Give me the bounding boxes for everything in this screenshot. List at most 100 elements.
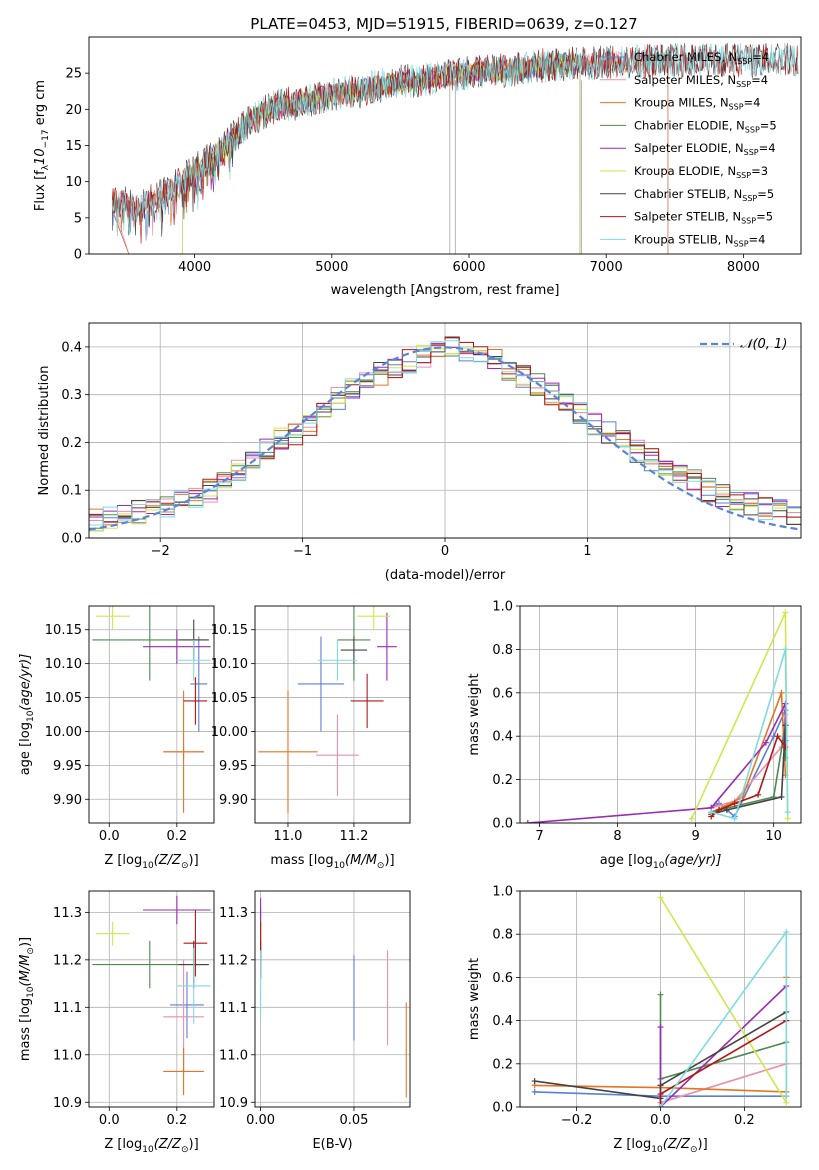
weights-vs-Z-panel: −0.2 0.0 0.2 0.0 0.2 0.4 0.6 0.8 1.0 Z [log10(Z/Z… [467,885,802,1155]
weights-vs-age-xtick-label: 10 [765,829,782,844]
age-vs-Z-xtick-label: 0.2 [166,829,187,844]
spectrum-panel: 4000 5000 6000 7000 8000 0 5 10 15 20 25 Chabrier M… [33,36,802,298]
residuals-xtick-label: 0 [441,544,449,559]
weight-marker [782,646,789,653]
weight-line [710,649,789,820]
residuals-xtick-label: −2 [151,544,170,559]
weight-marker [778,793,785,800]
weights-vs-age-xtick-label: 9 [691,829,699,844]
weight-marker [783,929,790,936]
weights-vs-Z-xtick-label: 0.2 [734,1113,755,1128]
mass-vs-EBV-xtick-label: 0.05 [339,1113,368,1128]
weights-vs-age-ytick-label: 0.2 [492,773,513,788]
weight-marker [784,809,791,816]
spectrum-ytick-label: 5 [74,211,82,226]
weights-vs-age-ytick-label: 1.0 [492,600,513,615]
legend-label: Kroupa ELODIE, NSSP=3 [634,164,768,180]
age-vs-mass-xtick-label: 11.0 [274,829,303,844]
normal-legend-label: 𝒩(0, 1) [740,337,787,352]
weight-line [659,994,787,1080]
residuals-ytick-label: 0.1 [61,484,82,499]
age-vs-Z-xtick-label: 0.0 [99,829,120,844]
weights-vs-Z-xtick-label: −0.2 [561,1113,593,1128]
weights-vs-age-frame [519,605,802,824]
weight-marker [708,809,715,816]
legend-label: Salpeter STELIB, NSSP=5 [634,210,773,226]
weight-marker [778,689,785,696]
weight-marker [657,1091,664,1098]
weight-marker [723,806,730,813]
weights-vs-Z-frame [519,890,802,1108]
mass-vs-EBV-plot-area [260,898,407,1098]
weight-marker [657,1104,664,1107]
weight-marker [657,1024,664,1031]
mass-vs-EBV-ytick-label: 10.9 [219,1096,248,1111]
weights-vs-Z-xlabel: Z [log10(Z/Z⊙)] [613,1137,707,1155]
age-vs-Z-ytick-label: 10.10 [45,657,82,672]
weights-vs-Z-ytick-label: 0.8 [492,928,513,943]
mass-vs-EBV-frame [254,890,411,1108]
age-vs-mass-ytick-label: 10.00 [211,725,248,740]
mass-vs-EBV-xlabel: E(B-V) [312,1137,352,1152]
spectrum-ytick-label: 0 [74,248,82,263]
weight-marker [782,609,789,616]
spectrum-xtick-label: 4000 [178,260,211,275]
spectrum-ytick-label: 20 [65,103,82,118]
spectrum-xtick-label: 7000 [590,260,623,275]
weights-vs-age-panel: 7 8 9 10 0.0 0.2 0.4 0.6 0.8 1.0 age [log10(age/yr… [467,600,802,871]
weights-vs-age-xtick-label: 8 [613,829,621,844]
age-vs-Z-ytick-label: 10.15 [45,623,82,638]
figure-title: PLATE=0453, MJD=51915, FIBERID=0639, z=0… [250,15,637,33]
weights-vs-Z-plot-area [531,894,790,1107]
weight-line [710,734,787,818]
weights-vs-Z-ytick-label: 0.0 [492,1101,513,1116]
mass-vs-EBV-ytick-label: 11.1 [219,1001,248,1016]
spectrum-ylabel: Flux [fλ10−17 erg cm [33,80,51,211]
weight-line [660,1063,787,1104]
weight-line [659,897,787,1104]
residuals-panel: −2 −1 0 1 2 0.0 0.1 0.2 0.3 0.4 𝒩(0, 1) (data-model… [37,322,802,583]
mass-vs-EBV-ytick-label: 11.3 [219,906,248,921]
spectrum-xtick-label: 5000 [315,260,348,275]
mass-vs-Z-ylabel: mass [log10(M/M⊙)] [18,937,36,1061]
age-vs-Z-xlabel: Z [log10(Z/Z⊙)] [104,853,198,871]
residuals-xtick-label: 1 [583,544,591,559]
weight-line [659,985,787,1107]
mass-vs-Z-ytick-label: 11.0 [53,1048,82,1063]
mass-vs-Z-panel: 0.0 0.2 10.9 11.0 11.1 11.2 11.3 Z [log10(Z/Z⊙)… [18,890,215,1155]
spectrum-xlabel: wavelength [Angstrom, rest frame] [331,283,560,298]
residuals-frame [88,322,802,539]
mass-vs-Z-xtick-label: 0.2 [166,1113,187,1128]
residuals-ylabel: Normed distribution [37,366,52,496]
weight-marker [531,1078,538,1085]
spectrum-xtick-label: 8000 [727,260,760,275]
residuals-ytick-label: 0.3 [61,388,82,403]
weights-vs-Z-ytick-label: 0.6 [492,971,513,986]
age-vs-Z-ylabel: age [log10(age/yr)] [18,654,36,776]
weights-vs-Z-ytick-label: 0.4 [492,1014,513,1029]
weights-vs-Z-ytick-label: 1.0 [492,885,513,900]
age-vs-mass-ytick-label: 10.05 [211,691,248,706]
weights-vs-age-ytick-label: 0.4 [492,730,513,745]
weight-marker [657,894,664,901]
residuals-ytick-label: 0.4 [61,340,82,355]
residuals-xlabel: (data-model)/error [385,568,506,583]
age-vs-mass-ytick-label: 10.15 [211,623,248,638]
weights-vs-age-ytick-label: 0.8 [492,643,513,658]
age-vs-Z-ytick-label: 9.95 [53,759,82,774]
weight-marker [524,820,531,823]
weight-marker [762,739,769,746]
legend-label: Kroupa MILES, NSSP=4 [634,96,760,112]
legend-label: Salpeter MILES, NSSP=4 [634,73,768,89]
spectrum-xtick-label: 6000 [452,260,485,275]
weights-vs-age-plot-area [524,609,791,823]
age-vs-mass-xtick-label: 11.2 [339,829,368,844]
weight-marker [783,1093,790,1100]
weight-marker [774,733,781,740]
weight-marker [531,1088,538,1095]
residuals-xtick-label: 2 [726,544,734,559]
weights-vs-age-xlabel: age [log10(age/yr)] [600,853,722,871]
weights-vs-Z-ytick-label: 0.2 [492,1057,513,1072]
